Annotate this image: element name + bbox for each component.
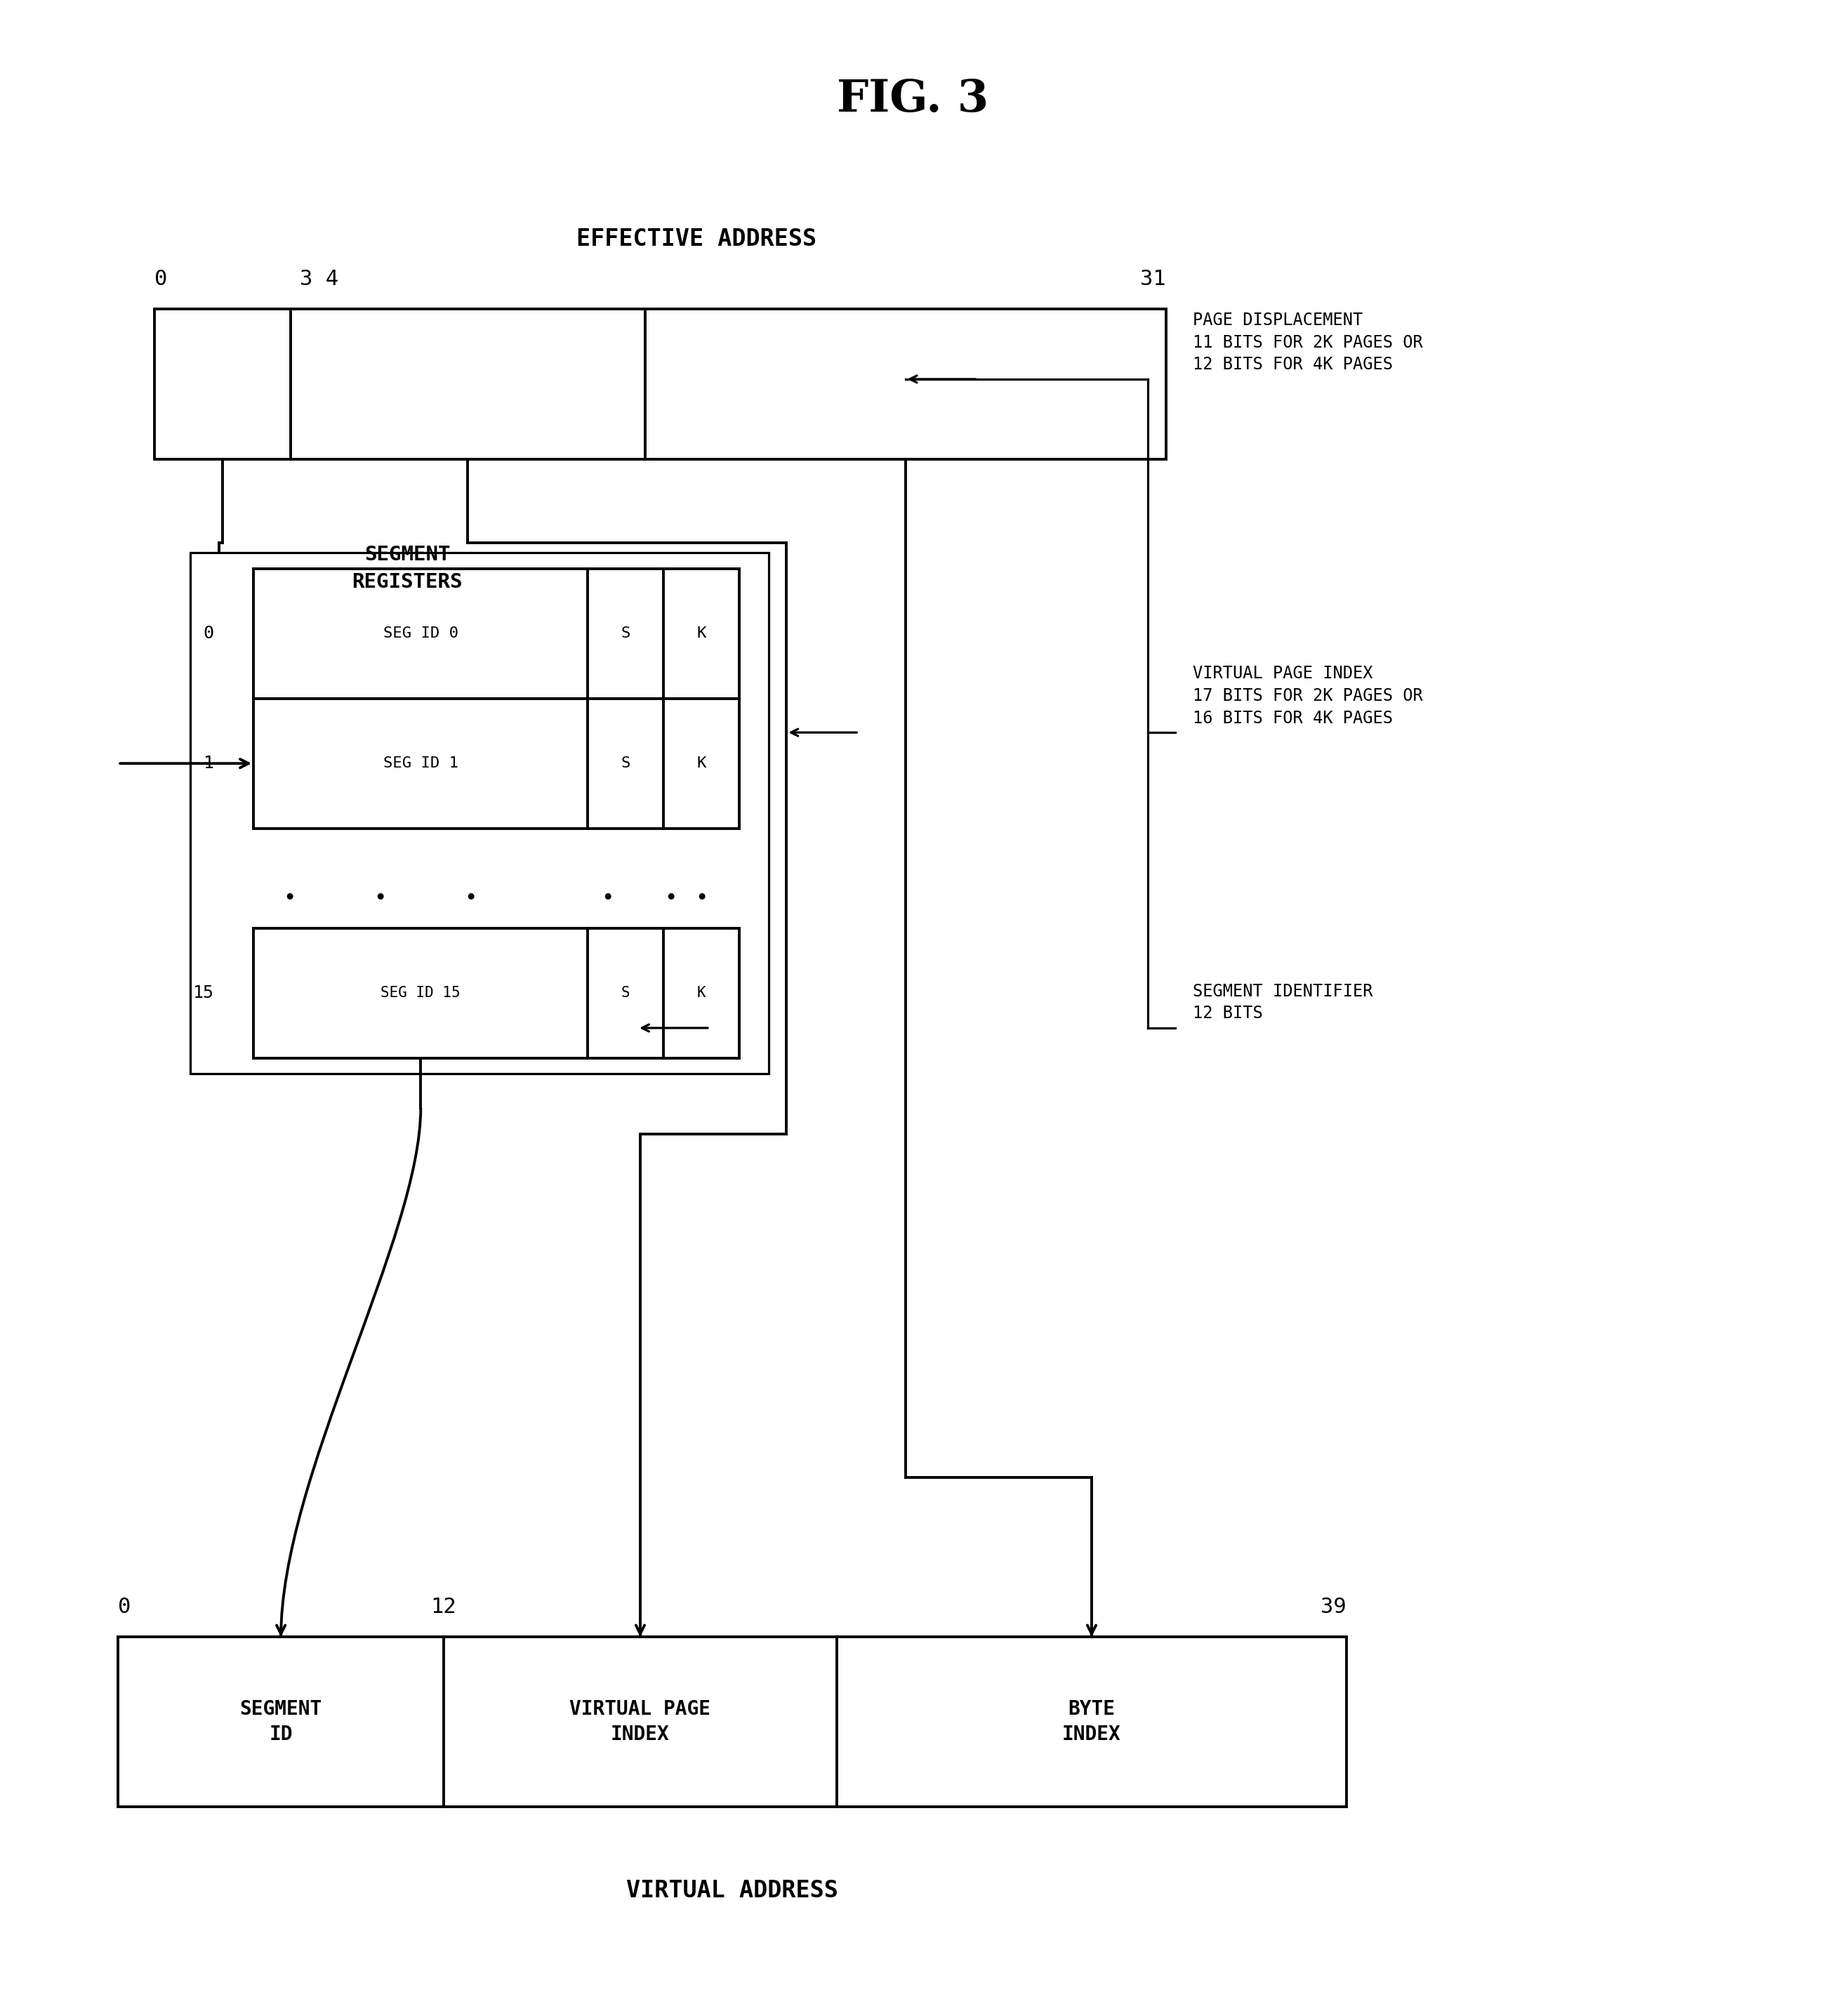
Text: PAGE DISPLACEMENT
11 BITS FOR 2K PAGES OR
12 BITS FOR 4K PAGES: PAGE DISPLACEMENT 11 BITS FOR 2K PAGES O…: [1192, 312, 1422, 373]
Text: 0: 0: [203, 625, 214, 641]
Text: S: S: [621, 986, 630, 1000]
Text: K: K: [698, 986, 707, 1000]
Text: K: K: [698, 627, 707, 641]
Text: VIRTUAL ADDRESS: VIRTUAL ADDRESS: [626, 1879, 838, 1901]
Text: 0: 0: [153, 268, 168, 288]
Text: •: •: [283, 887, 296, 909]
Text: FIG. 3: FIG. 3: [836, 79, 990, 121]
Bar: [254, 698, 740, 829]
Text: •: •: [665, 887, 677, 909]
Text: S: S: [621, 627, 630, 641]
Bar: [153, 308, 1167, 460]
Text: SEG ID 1: SEG ID 1: [383, 756, 458, 770]
Text: EFFECTIVE ADDRESS: EFFECTIVE ADDRESS: [577, 228, 816, 250]
Text: K: K: [698, 756, 707, 770]
Text: SEG ID 0: SEG ID 0: [383, 627, 458, 641]
Text: VIRTUAL PAGE INDEX
17 BITS FOR 2K PAGES OR
16 BITS FOR 4K PAGES: VIRTUAL PAGE INDEX 17 BITS FOR 2K PAGES …: [1192, 665, 1422, 726]
Text: 15: 15: [194, 984, 214, 1002]
Text: 31: 31: [1139, 268, 1167, 288]
Text: 3 4: 3 4: [299, 268, 338, 288]
Text: •: •: [374, 887, 387, 909]
Text: 1: 1: [203, 756, 214, 772]
Text: SEGMENT IDENTIFIER
12 BITS: SEGMENT IDENTIFIER 12 BITS: [1192, 984, 1373, 1022]
Bar: [119, 1637, 1346, 1806]
Text: SEGMENT
ID: SEGMENT ID: [239, 1699, 321, 1744]
Text: VIRTUAL PAGE
INDEX: VIRTUAL PAGE INDEX: [570, 1699, 710, 1744]
Text: S: S: [621, 756, 630, 770]
Text: •: •: [464, 887, 477, 909]
Bar: [190, 552, 769, 1075]
Text: 0: 0: [119, 1597, 131, 1617]
Text: BYTE
INDEX: BYTE INDEX: [1063, 1699, 1121, 1744]
Text: SEGMENT
REGISTERS: SEGMENT REGISTERS: [352, 544, 462, 593]
Text: 12: 12: [431, 1597, 456, 1617]
Text: SEG ID 15: SEG ID 15: [382, 986, 460, 1000]
Bar: [254, 569, 740, 698]
Text: 39: 39: [1320, 1597, 1346, 1617]
Text: •: •: [601, 887, 614, 909]
Text: •: •: [696, 887, 708, 909]
Bar: [254, 927, 740, 1058]
